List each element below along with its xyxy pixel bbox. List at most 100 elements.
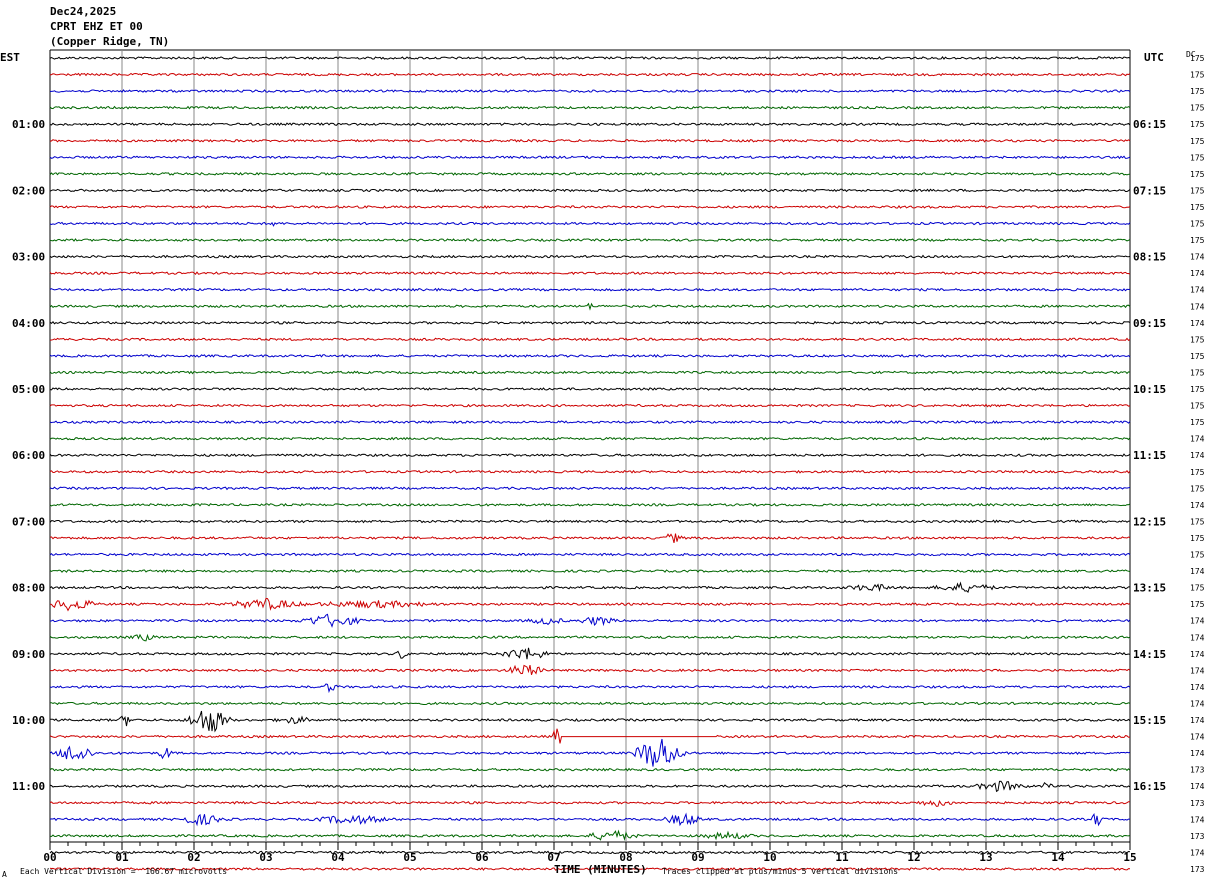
dc-offset-value: 175 <box>1190 71 1205 80</box>
x-tick-label: 15 <box>1123 851 1136 864</box>
trace-line <box>49 287 1131 292</box>
seismic-traces <box>49 56 1131 871</box>
trace-line <box>49 337 1131 342</box>
right-hour-label: 09:15 <box>1133 317 1166 330</box>
station-code: CPRT EHZ ET 00 <box>50 20 143 33</box>
trace-line <box>49 683 1131 694</box>
dc-offset-value: 174 <box>1190 617 1205 626</box>
right-timezone-label: UTC <box>1144 51 1164 64</box>
dc-offset-value: 175 <box>1190 203 1205 212</box>
left-hour-label: 02:00 <box>12 184 45 197</box>
dc-offset-value: 173 <box>1190 832 1205 841</box>
dc-offset-header: DC <box>1186 50 1196 59</box>
trace-line <box>49 552 1131 557</box>
dc-offset-value: 175 <box>1190 220 1205 229</box>
x-tick-label: 08 <box>619 851 632 864</box>
right-hour-label: 08:15 <box>1133 251 1166 264</box>
dc-offset-value: 175 <box>1190 600 1205 609</box>
x-tick-label: 02 <box>187 851 200 864</box>
dc-offset-value: 174 <box>1190 302 1205 311</box>
trace-line <box>50 701 1131 706</box>
right-hour-label: 11:15 <box>1133 449 1166 462</box>
left-timezone-label: EST <box>0 51 20 64</box>
trace-line <box>49 728 1131 744</box>
right-hour-label: 16:15 <box>1133 780 1166 793</box>
dc-offset-value: 174 <box>1190 567 1205 576</box>
dc-offset-value: 174 <box>1190 749 1205 758</box>
right-hour-label: 12:15 <box>1133 515 1166 528</box>
trace-line <box>49 519 1131 524</box>
dc-offset-value: 173 <box>1190 799 1205 808</box>
dc-offset-value: 175 <box>1190 153 1205 162</box>
right-hour-label: 15:15 <box>1133 714 1166 727</box>
trace-line <box>49 767 1131 772</box>
trace-line <box>49 633 1131 642</box>
dc-offset-value: 174 <box>1190 650 1205 659</box>
trace-line <box>49 420 1131 425</box>
trace-line <box>49 56 1131 60</box>
left-hour-label: 09:00 <box>12 648 45 661</box>
dc-offset-value: 175 <box>1190 534 1205 543</box>
trace-line <box>49 171 1131 176</box>
dc-offset-value: 174 <box>1190 815 1205 824</box>
dc-offset-value: 175 <box>1190 54 1205 63</box>
dc-offset-value: 175 <box>1190 584 1205 593</box>
trace-line <box>49 188 1131 193</box>
trace-line <box>49 664 1131 675</box>
left-hour-label: 03:00 <box>12 251 45 264</box>
dc-offset-value: 174 <box>1190 319 1205 328</box>
dc-offset-value: 175 <box>1190 517 1205 526</box>
left-hour-label: 06:00 <box>12 449 45 462</box>
dc-offset-value: 175 <box>1190 468 1205 477</box>
trace-line <box>49 205 1131 209</box>
dc-offset-value: 174 <box>1190 848 1205 857</box>
dc-offset-value: 174 <box>1190 451 1205 460</box>
dc-offset-value: 175 <box>1190 418 1205 427</box>
left-hour-label: 04:00 <box>12 317 45 330</box>
x-axis-title: TIME (MINUTES) <box>554 863 647 876</box>
dc-offset-value: 174 <box>1190 666 1205 675</box>
trace-line <box>49 105 1131 110</box>
trace-line <box>49 221 1131 227</box>
trace-line <box>49 812 1130 827</box>
dc-offset-value: 174 <box>1190 782 1205 791</box>
dc-offset-value: 175 <box>1190 551 1205 560</box>
trace-line <box>49 738 1131 767</box>
dc-offset-value: 174 <box>1190 633 1205 642</box>
left-hour-label: 01:00 <box>12 118 45 131</box>
dc-offset-value: 174 <box>1190 733 1205 742</box>
trace-line <box>49 867 1131 871</box>
dc-offset-value: 174 <box>1190 286 1205 295</box>
trace-line <box>49 436 1131 441</box>
x-tick-label: 10 <box>763 851 776 864</box>
dc-offset-value: 173 <box>1190 766 1205 775</box>
corner-mark: A <box>2 870 7 879</box>
clipping-note: Traces clipped at plus/minus 5 vertical … <box>662 867 899 876</box>
trace-line <box>49 320 1131 325</box>
x-tick-label: 06 <box>475 851 489 864</box>
x-tick-label: 11 <box>835 851 849 864</box>
left-hour-label: 05:00 <box>12 383 45 396</box>
x-tick-label: 12 <box>907 851 920 864</box>
x-tick-label: 00 <box>43 851 56 864</box>
dc-offset-value: 175 <box>1190 137 1205 146</box>
record-date: Dec24,2025 <box>50 5 117 18</box>
trace-line <box>49 254 1131 259</box>
dc-offset-value: 175 <box>1190 104 1205 113</box>
x-tick-label: 01 <box>115 851 129 864</box>
trace-line <box>49 353 1131 358</box>
left-hour-label: 08:00 <box>12 582 45 595</box>
x-tick-label: 07 <box>547 851 560 864</box>
dc-offset-value: 174 <box>1190 435 1205 444</box>
x-tick-label: 04 <box>331 851 345 864</box>
dc-offset-value: 173 <box>1190 865 1205 874</box>
plot-grid <box>49 49 1131 850</box>
x-tick-label: 13 <box>979 851 992 864</box>
right-hour-label: 07:15 <box>1133 184 1166 197</box>
trace-line <box>49 138 1131 143</box>
x-tick-label: 05 <box>403 851 416 864</box>
dc-offset-value: 175 <box>1190 484 1205 493</box>
trace-line <box>49 597 1131 612</box>
dc-offset-value: 175 <box>1190 170 1205 179</box>
